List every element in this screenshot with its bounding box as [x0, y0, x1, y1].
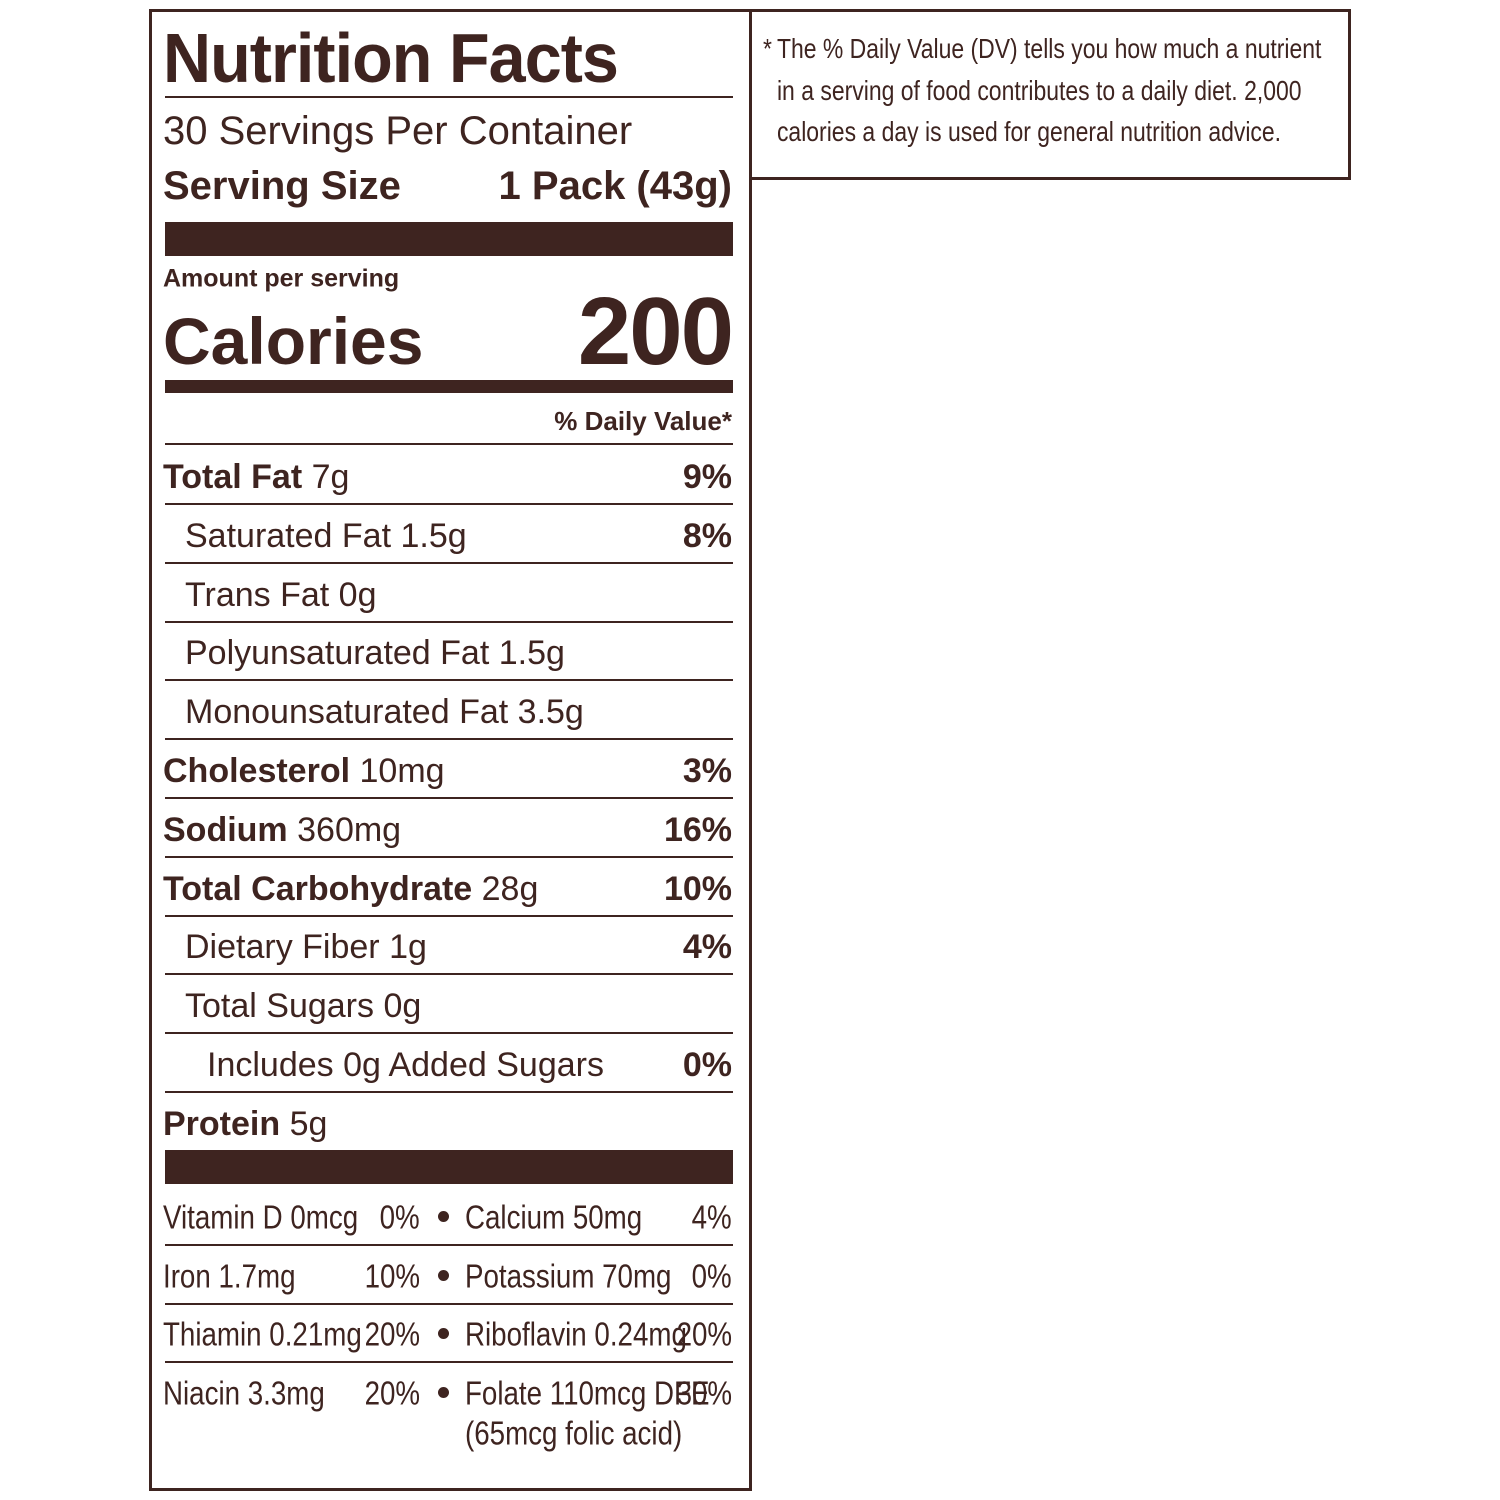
rule [165, 1032, 733, 1035]
footnote-box [749, 9, 1351, 180]
vitamin-name: Niacin 3.3mg [163, 1374, 325, 1412]
nutrient-name: Sodium [163, 810, 288, 849]
rule [165, 503, 733, 505]
servings: 30 Servings Per Container [163, 109, 633, 153]
nutrient-row: Trans Fat 0g [185, 578, 377, 612]
nutrient-row: Sodium 360mg [163, 813, 401, 847]
nutrient-dv: 0% [682, 1046, 732, 1084]
nutrient-amount: 3.5g [517, 693, 584, 732]
nutrient-name: Protein [163, 1104, 281, 1143]
nutrient-name: Total Fat [163, 458, 303, 496]
nutrient-amount: 1.5g [498, 634, 565, 673]
footnote-text: The % Daily Value (DV) tells you how muc… [776, 33, 1322, 147]
nutrient-amount: 7g [311, 458, 350, 496]
rule [165, 855, 733, 858]
vitamin-note: (65mcg folic acid) [465, 1414, 683, 1452]
vitamin-dv: 30% [676, 1374, 732, 1412]
nutrient-name: Cholesterol [163, 752, 351, 790]
vitamin-dv: 10% [364, 1257, 420, 1295]
rule [165, 1091, 733, 1093]
nutrient-row: Dietary Fiber 1g [185, 930, 427, 964]
nutrient-name: Includes 0g Added Sugars [207, 1046, 604, 1084]
nutrient-name: Polyunsaturated Fat [185, 634, 490, 673]
nutrient-amount: 10mg [359, 752, 445, 790]
rule [165, 1244, 733, 1246]
nutrient-amount: 0g [383, 987, 422, 1026]
vitamin-name: Thiamin 0.21mg [163, 1315, 362, 1353]
nutrient-amount: 1g [389, 928, 427, 967]
label-box [149, 9, 752, 1491]
rule [165, 1302, 733, 1305]
rule [165, 443, 733, 445]
vitamin-dv: 20% [364, 1374, 420, 1412]
amount-per-serving: Amount per serving [163, 264, 400, 293]
vitamin-dv: 20% [676, 1315, 732, 1353]
nutrient-row: Polyunsaturated Fat 1.5g [185, 636, 565, 670]
footnote-marker: * [763, 33, 772, 64]
rule [165, 679, 733, 682]
vitamin-dv: 20% [364, 1315, 420, 1353]
nutrient-dv: 8% [682, 516, 732, 555]
bullet [438, 1211, 449, 1222]
nutrient-row: Total Carbohydrate 28g [163, 872, 538, 906]
calories-label: Calories [163, 304, 424, 378]
calories-value: 200 [577, 278, 734, 385]
nutrient-row: Monounsaturated Fat 3.5g [185, 695, 584, 729]
nutrient-name: Total Carbohydrate [163, 869, 473, 908]
serving-size-label: Serving Size [163, 164, 401, 208]
vitamin-name: Vitamin D 0mcg [163, 1198, 359, 1236]
medium-bar [165, 380, 733, 393]
nutrient-row: Includes 0g Added Sugars [207, 1048, 604, 1082]
nutrient-name: Total Sugars [185, 987, 374, 1026]
nutrient-name: Dietary Fiber [185, 928, 380, 967]
title: Nutrition Facts [163, 19, 619, 97]
daily-value-header: % Daily Value* [554, 406, 732, 436]
nutrient-name: Saturated Fat [185, 516, 392, 555]
vitamin-name: Folate 110mcg DFE [465, 1374, 710, 1412]
nutrient-dv: 4% [682, 928, 732, 967]
bullet [438, 1328, 449, 1340]
rule [165, 738, 733, 741]
nutrient-dv: 3% [682, 752, 732, 790]
nutrient-name: Monounsaturated Fat [185, 693, 509, 732]
nutrient-amount: 0g [338, 575, 377, 614]
vitamin-name: Potassium 70mg [465, 1257, 672, 1295]
serving-size-value: 1 Pack (43g) [498, 164, 732, 208]
vitamin-dv: 0% [379, 1198, 420, 1236]
rule [165, 96, 733, 98]
footnote: * The % Daily Value (DV) tells you how m… [763, 28, 1329, 153]
rule [165, 561, 733, 564]
nutrient-dv: 16% [663, 810, 732, 849]
vitamin-name: Calcium 50mg [465, 1198, 643, 1236]
thick-bar [165, 222, 733, 256]
nutrient-name: Trans Fat [185, 575, 330, 614]
nutrient-dv: 9% [682, 458, 732, 496]
vitamin-name: Riboflavin 0.24mg [465, 1315, 687, 1353]
nutrient-row: Total Fat 7g [163, 460, 349, 494]
nutrient-amount: 360mg [297, 810, 402, 849]
nutrient-row: Protein 5g [163, 1107, 327, 1141]
rule [165, 797, 733, 799]
rule [165, 973, 733, 976]
thick-bar [165, 1150, 733, 1184]
bullet [438, 1269, 449, 1281]
nutrient-dv: 10% [663, 869, 732, 908]
rule [165, 620, 733, 623]
nutrient-row: Saturated Fat 1.5g [185, 519, 467, 553]
nutrient-amount: 1.5g [400, 516, 467, 555]
nutrient-row: Total Sugars 0g [185, 989, 421, 1023]
vitamin-name: Iron 1.7mg [163, 1257, 296, 1295]
bullet [438, 1387, 449, 1399]
rule [165, 1361, 733, 1364]
vitamin-dv: 0% [691, 1257, 732, 1295]
vitamin-dv: 4% [691, 1198, 732, 1236]
nutrient-row: Cholesterol 10mg [163, 754, 445, 788]
nutrient-amount: 28g [481, 869, 539, 908]
rule [165, 914, 733, 917]
nutrient-amount: 5g [289, 1104, 328, 1143]
